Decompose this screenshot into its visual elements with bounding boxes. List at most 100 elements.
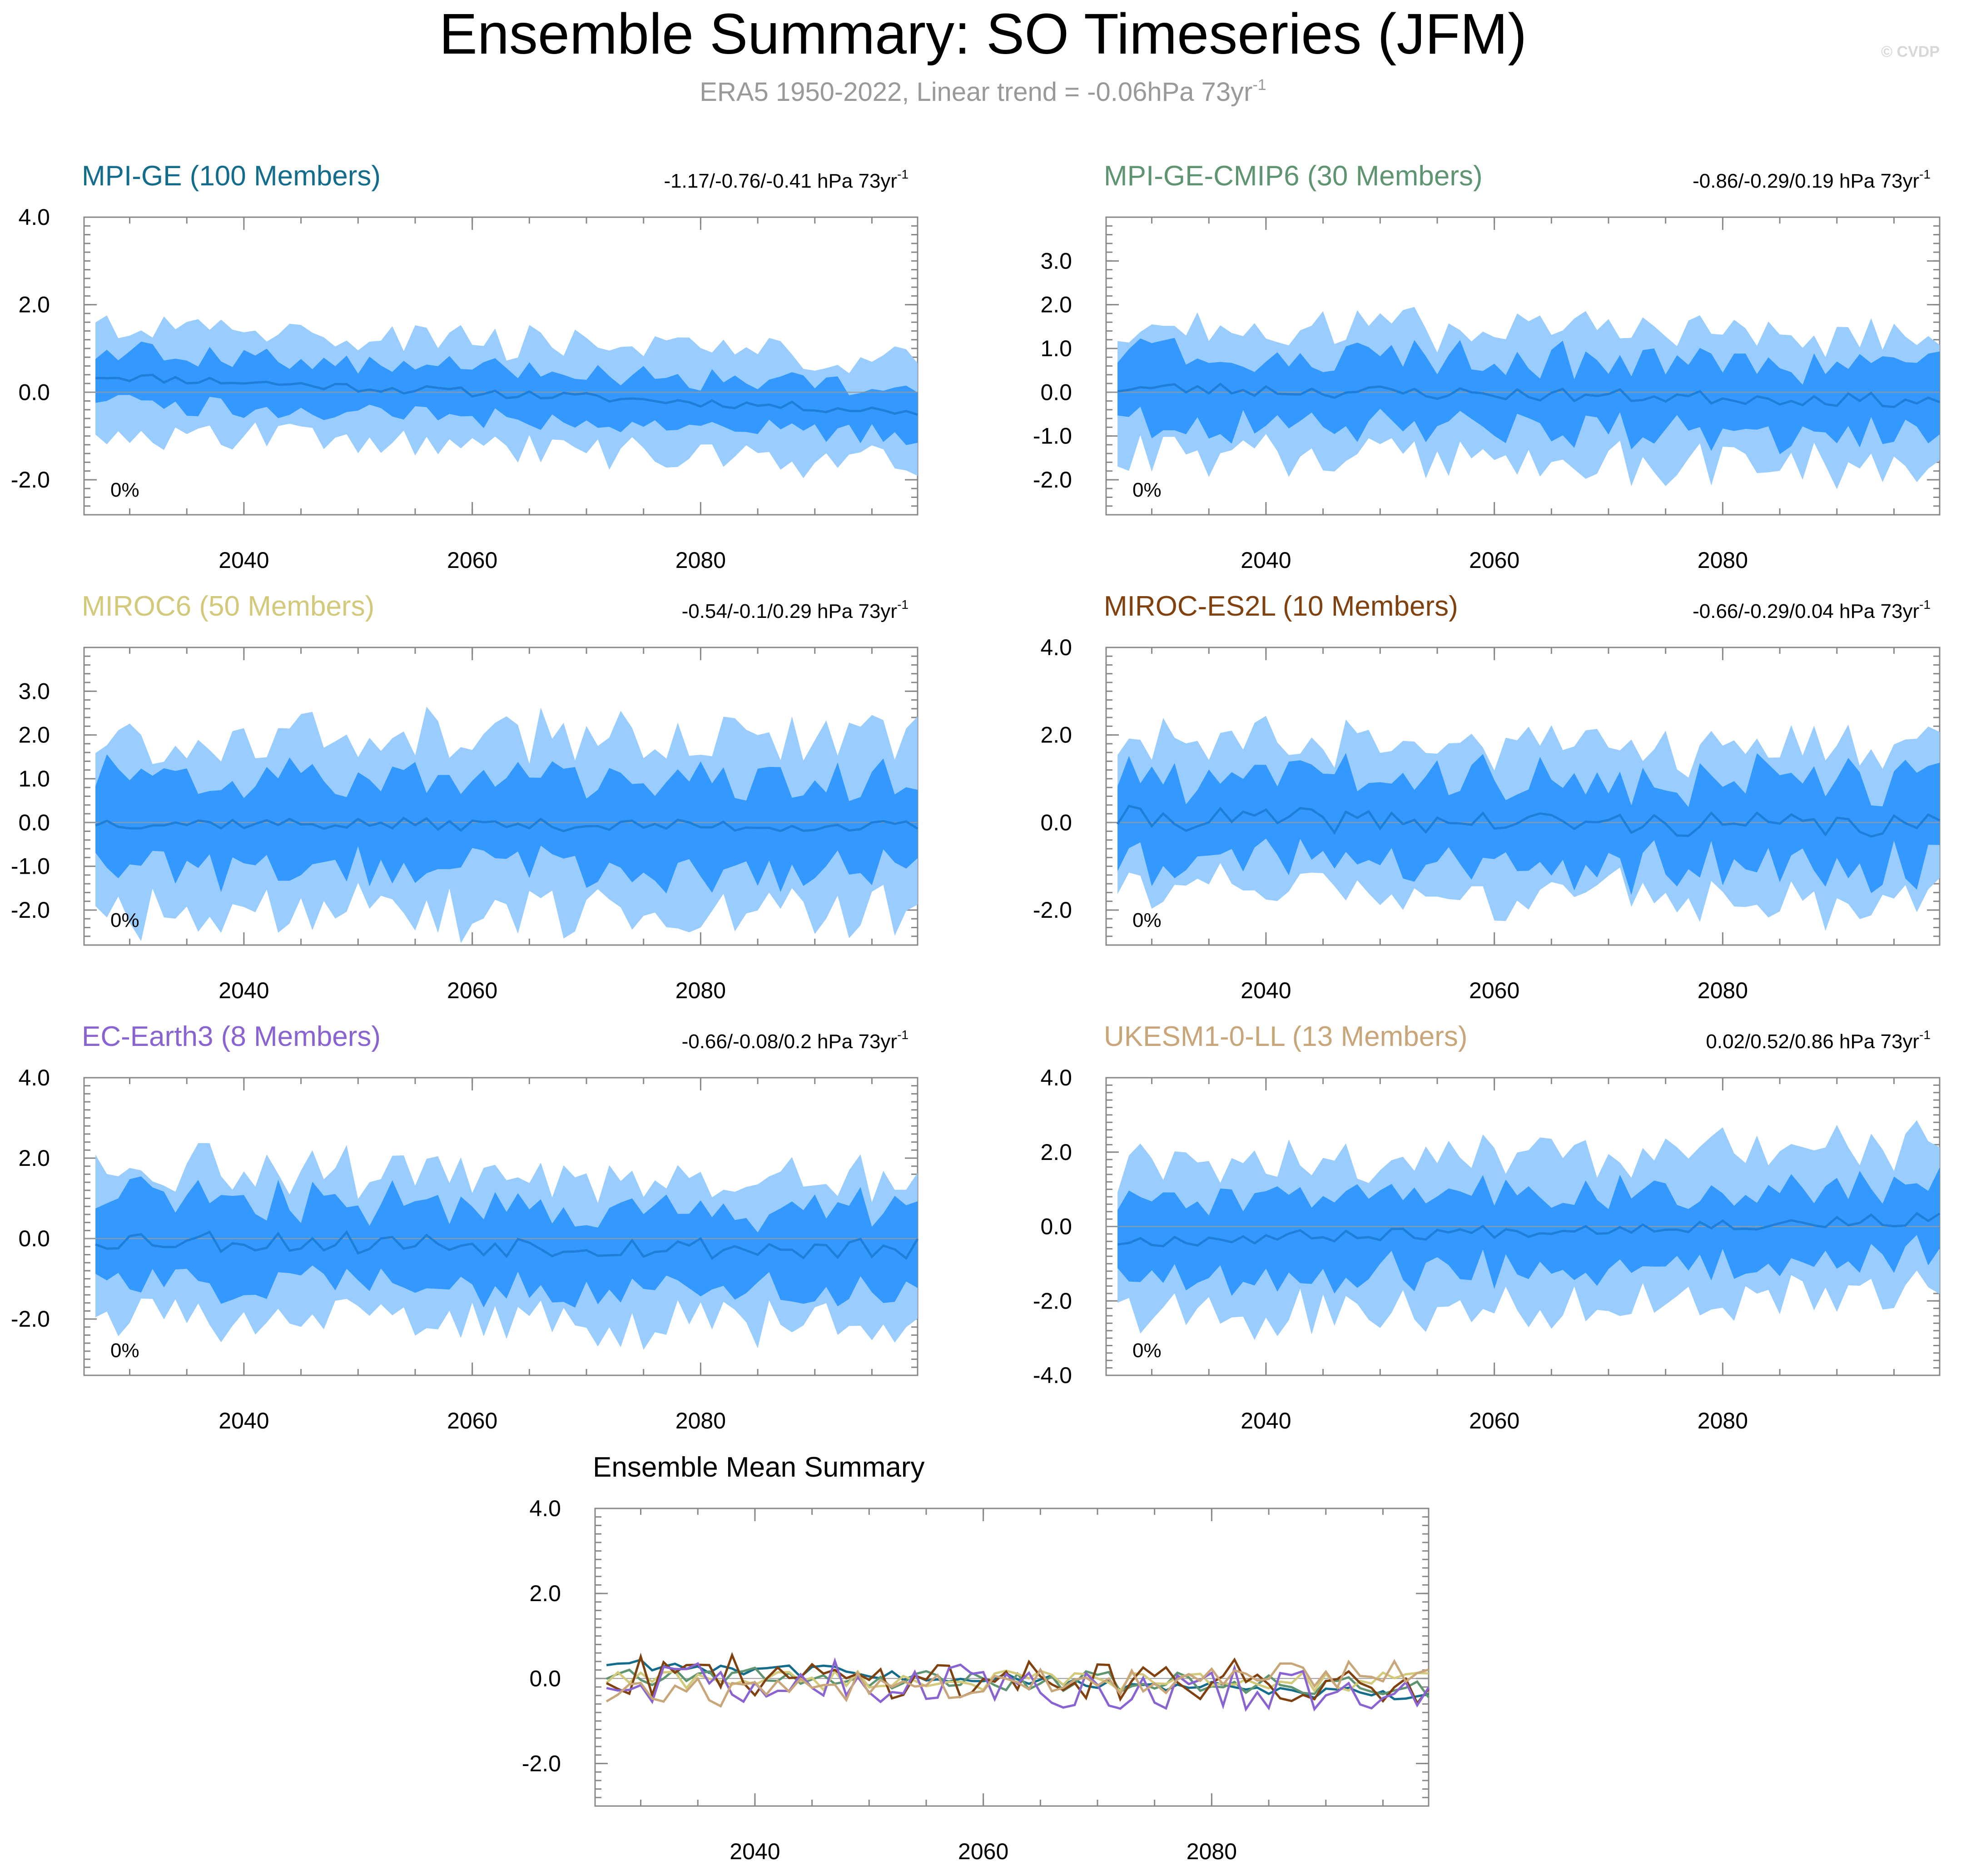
y-tick-label: 3.0 — [18, 678, 50, 704]
credit-label: © CVDP — [1881, 43, 1940, 60]
y-tick-label: -2.0 — [1033, 1288, 1072, 1314]
trend-sup: -1 — [897, 1028, 909, 1042]
y-tick-label: 0.0 — [1040, 810, 1072, 835]
x-tick-label: 2040 — [218, 547, 269, 573]
inner-range-band — [95, 754, 918, 894]
x-tick-label: 2040 — [1241, 547, 1291, 573]
x-tick-label: 2060 — [1469, 978, 1519, 1003]
ensemble-mean-line — [95, 1230, 919, 1260]
y-tick-label: 4.0 — [1040, 1065, 1072, 1090]
percent-label: 0% — [110, 479, 139, 501]
trend-text: -0.86/-0.29/0.19 hPa 73yr — [1693, 170, 1919, 192]
trend-text: -0.54/-0.1/0.29 hPa 73yr — [682, 600, 898, 622]
series-line-EC-Earth3 — [606, 1657, 1430, 1712]
x-tick-label: 2060 — [1469, 547, 1519, 573]
trend-text: -0.66/-0.29/0.04 hPa 73yr — [1693, 600, 1919, 622]
percent-label: 0% — [110, 1339, 139, 1362]
y-tick-label: 1.0 — [1040, 336, 1072, 361]
y-tick-label: 4.0 — [18, 204, 50, 230]
y-tick-label: 4.0 — [1040, 635, 1072, 660]
trend-label: -0.66/-0.29/0.04 hPa 73yr-1 — [1693, 597, 1931, 622]
trend-text: 0.02/0.52/0.86 hPa 73yr — [1706, 1030, 1919, 1053]
y-tick-label: -2.0 — [11, 897, 50, 923]
inner-range-band — [1117, 1167, 1940, 1296]
y-tick-label: 0.0 — [1040, 1214, 1072, 1239]
y-tick-label: -1.0 — [1033, 423, 1072, 449]
figure-title: Ensemble Summary: SO Timeseries (JFM) — [439, 2, 1527, 66]
panel-mpi-ge-cmip6: 3.0 2.0 1.0 0.0 -1.0 -2.0 2040 2060 2080 MPI-GE-C… — [1033, 160, 1941, 573]
panel-title: UKESM1-0-LL (13 Members) — [1104, 1021, 1468, 1052]
percent-label: 0% — [1132, 1339, 1162, 1362]
x-tick-label: 2080 — [675, 547, 726, 573]
panels: 4.0 2.0 0.0 -2.0 2040 2060 2080 MPI-GE (100 Mem… — [11, 160, 1941, 1864]
trend-label: -0.66/-0.08/0.2 hPa 73yr-1 — [682, 1028, 909, 1053]
x-tick-label: 2060 — [447, 1408, 497, 1433]
x-tick-label: 2040 — [218, 1408, 269, 1433]
y-tick-label: 4.0 — [529, 1496, 561, 1521]
y-tick-label: 2.0 — [529, 1581, 561, 1606]
panel-title: EC-Earth3 (8 Members) — [82, 1021, 381, 1052]
x-tick-label: 2080 — [675, 978, 726, 1003]
trend-text: -1.17/-0.76/-0.41 hPa 73yr — [664, 170, 897, 192]
x-tick-label: 2040 — [730, 1839, 780, 1864]
trend-sup: -1 — [897, 167, 909, 181]
percent-label: 0% — [1132, 479, 1162, 501]
x-tick-label: 2060 — [447, 547, 497, 573]
y-tick-label: -2.0 — [11, 1306, 50, 1332]
y-tick-label: -2.0 — [1033, 897, 1072, 923]
y-tick-label: -2.0 — [1033, 467, 1072, 493]
y-tick-label: -2.0 — [11, 467, 50, 493]
ensemble-mean-line — [95, 816, 918, 832]
ensemble-mean-line — [95, 373, 918, 416]
panel-title: MPI-GE-CMIP6 (30 Members) — [1104, 160, 1483, 192]
trend-sup: -1 — [1919, 167, 1931, 181]
y-tick-label: 0.0 — [1040, 379, 1072, 405]
series-line-MIROC-ES2L — [606, 1652, 1430, 1706]
panel-ukesm1-0-ll: 4.0 2.0 0.0 -2.0 -4.0 2040 2060 2080 UKESM1-0-LL… — [1033, 1021, 1941, 1433]
y-tick-label: 2.0 — [18, 722, 50, 748]
y-tick-label: 0.0 — [18, 810, 50, 835]
y-tick-label: 3.0 — [1040, 248, 1072, 274]
y-tick-label: 2.0 — [18, 1145, 50, 1171]
y-tick-label: 2.0 — [1040, 292, 1072, 318]
trend-text: -0.66/-0.08/0.2 hPa 73yr — [682, 1030, 898, 1053]
panel-title: MIROC-ES2L (10 Members) — [1104, 591, 1458, 622]
y-tick-label: -1.0 — [11, 854, 50, 879]
y-tick-label: 2.0 — [1040, 1140, 1072, 1165]
panel-miroc6: 3.0 2.0 1.0 0.0 -1.0 -2.0 2040 2060 2080 MIROC6 (… — [11, 591, 918, 1003]
x-tick-label: 2080 — [1698, 978, 1748, 1003]
ensemble-mean-line — [1117, 1212, 1941, 1248]
x-tick-label: 2060 — [958, 1839, 1008, 1864]
ensemble-mean-line — [1117, 382, 1940, 408]
trend-sup: -1 — [1919, 1028, 1931, 1042]
subtitle-text: ERA5 1950-2022, Linear trend = -0.06hPa … — [700, 77, 1252, 107]
trend-label: -0.86/-0.29/0.19 hPa 73yr-1 — [1693, 167, 1931, 192]
percent-label: 0% — [110, 909, 139, 931]
x-tick-label: 2080 — [1698, 547, 1748, 573]
plot-frame — [594, 1508, 1430, 1807]
y-tick-label: 0.0 — [18, 1226, 50, 1251]
x-tick-label: 2060 — [447, 978, 497, 1003]
inner-range-band — [1117, 753, 1940, 895]
percent-label: 0% — [1132, 909, 1162, 931]
x-tick-label: 2080 — [1187, 1839, 1237, 1864]
panel-miroc-es2l: 4.0 2.0 0.0 -2.0 2040 2060 2080 MIROC-ES2L (10 … — [1033, 591, 1941, 1003]
series-line-UKESM1-0-LL — [606, 1659, 1429, 1708]
trend-label: -0.54/-0.1/0.29 hPa 73yr-1 — [682, 597, 909, 622]
y-tick-label: 2.0 — [1040, 722, 1072, 748]
trend-label: 0.02/0.52/0.86 hPa 73yr-1 — [1706, 1028, 1931, 1053]
y-tick-label: 0.0 — [18, 379, 50, 405]
y-tick-label: -2.0 — [522, 1751, 561, 1776]
panel-title: Ensemble Mean Summary — [593, 1452, 925, 1483]
panel-title: MIROC6 (50 Members) — [82, 591, 374, 622]
panel-title: MPI-GE (100 Members) — [82, 160, 381, 192]
y-tick-label: 4.0 — [18, 1065, 50, 1090]
y-tick-label: 2.0 — [18, 292, 50, 318]
x-tick-label: 2080 — [675, 1408, 726, 1433]
y-tick-label: 0.0 — [529, 1666, 561, 1691]
x-tick-label: 2060 — [1469, 1408, 1519, 1433]
figure-subtitle: ERA5 1950-2022, Linear trend = -0.06hPa … — [700, 76, 1266, 107]
trend-label: -1.17/-0.76/-0.41 hPa 73yr-1 — [664, 167, 909, 192]
x-tick-label: 2040 — [1241, 978, 1291, 1003]
